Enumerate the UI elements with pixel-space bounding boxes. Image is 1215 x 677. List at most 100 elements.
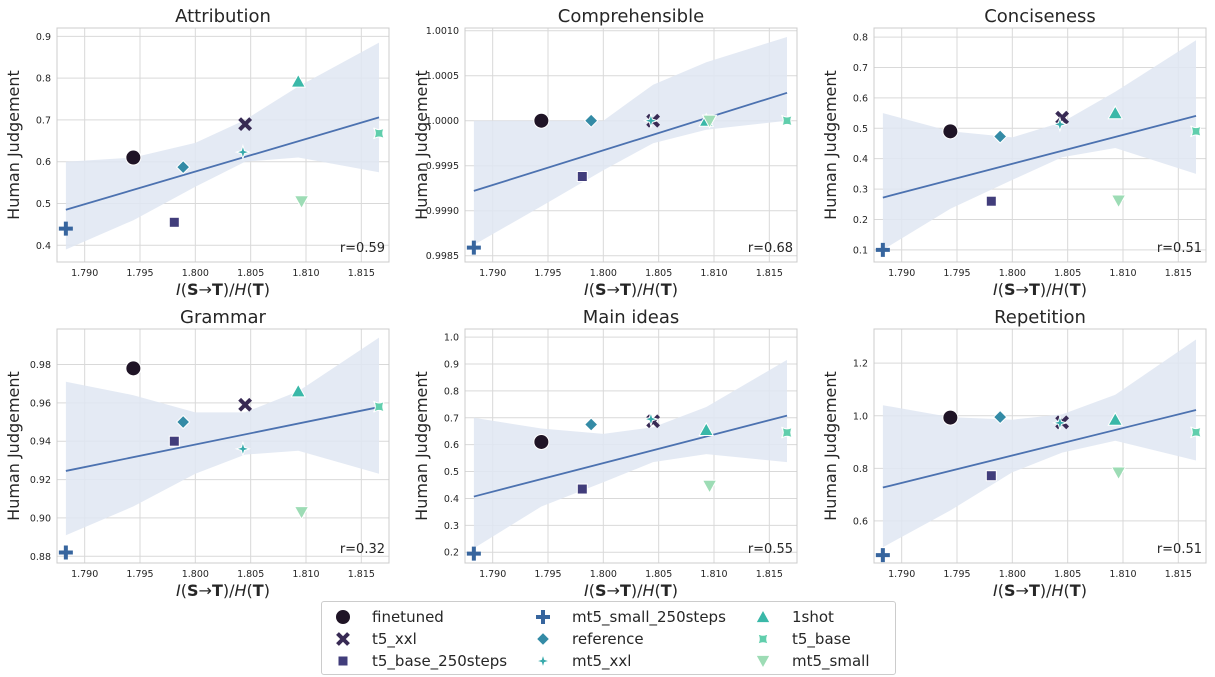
point-1shot	[290, 73, 307, 88]
x-tick-label: 1.815	[348, 268, 375, 279]
x-tick-label: 1.805	[645, 268, 672, 279]
x-tick-label: 1.795	[126, 268, 153, 279]
x-axis-label: I(S→T)/H(T)	[993, 581, 1087, 600]
panel-title: Repetition	[994, 307, 1086, 328]
legend-diamond-icon	[535, 631, 551, 647]
point-mt5_xxl	[234, 440, 252, 458]
x-tick-label: 1.815	[1165, 569, 1192, 580]
y-tick-label: 0.3	[444, 521, 459, 532]
y-tick-label: 0.94	[30, 437, 51, 448]
y-tick-label: 0.6	[444, 440, 459, 451]
point-t5_base_250steps	[168, 435, 180, 447]
y-axis-label: Human Judgement	[821, 70, 840, 220]
x-tick-label: 1.800	[182, 268, 209, 279]
y-tick-label: 0.4	[444, 494, 459, 505]
y-tick-label: 1.0010	[426, 26, 459, 37]
legend-item-t5_base_250steps: t5_base_250steps	[330, 650, 530, 672]
regression-line	[65, 406, 380, 472]
y-tick-label: 1.2	[853, 359, 868, 370]
point-finetuned	[533, 112, 550, 129]
point-mt5_small	[1110, 466, 1127, 481]
legend-label: t5_xxl	[372, 630, 417, 648]
y-tick-label: 0.8	[853, 33, 868, 44]
y-tick-label: 0.92	[30, 475, 51, 486]
point-finetuned	[942, 409, 959, 426]
y-tick-label: 0.2	[853, 215, 868, 226]
point-1shot	[290, 383, 307, 398]
legend-item-t5_base: t5_base	[750, 628, 890, 650]
panel-grammar: 1.790 1.795 1.800 1.805 1.810 1.815 0.88 0.90 0.…	[4, 307, 390, 600]
point-reference	[992, 409, 1008, 425]
x-tick-label: 1.810	[700, 569, 727, 580]
y-axis-label: Human Judgement	[412, 70, 431, 220]
panel-repetition: 1.790 1.795 1.800 1.805 1.810 1.815 0.6 0.8 1.0 1…	[821, 307, 1207, 600]
point-reference	[992, 129, 1008, 144]
x-tick-label: 1.805	[1054, 268, 1081, 279]
confidence-band	[473, 359, 787, 549]
y-tick-label: 1.0	[853, 411, 868, 422]
legend-star4-icon	[534, 652, 552, 670]
legend-marker	[335, 609, 351, 625]
legend-item-mt5_xxl: mt5_xxl	[530, 650, 750, 672]
point-1shot	[1107, 105, 1124, 120]
correlation-annotation: r=0.59	[340, 241, 385, 256]
confidence-band	[882, 339, 1196, 548]
legend-label: mt5_xxl	[572, 652, 632, 670]
legend-item-1shot: 1shot	[750, 606, 890, 628]
point-mt5_small_250steps	[875, 242, 890, 257]
point-reference	[583, 113, 599, 128]
point-mt5_xxl	[642, 112, 660, 129]
y-axis-label: Human Judgement	[821, 371, 840, 521]
regression-line	[473, 91, 788, 192]
panel-title: Attribution	[175, 6, 271, 27]
y-tick-label: 0.5	[853, 124, 868, 135]
axes-frame	[464, 27, 798, 263]
legend-label: t5_base_250steps	[372, 652, 508, 670]
panel-main-ideas: 1.790 1.795 1.800 1.805 1.810 1.815 0.2 0.3 0.4 0…	[412, 307, 798, 600]
legend-plus-icon	[536, 610, 550, 624]
point-1shot	[1107, 411, 1124, 426]
legend-triangle-down-icon	[755, 654, 771, 670]
x-tick-label: 1.805	[645, 569, 672, 580]
y-tick-label: 0.9995	[426, 161, 459, 172]
point-t5_base	[1190, 426, 1202, 439]
legend-item-mt5_small: mt5_small	[750, 650, 890, 672]
point-mt5_small	[1110, 194, 1127, 209]
legend-marker	[755, 608, 771, 624]
x-axis-label: I(S→T)/H(T)	[993, 280, 1087, 299]
confidence-band	[882, 40, 1196, 250]
correlation-annotation: r=0.51	[1157, 241, 1202, 256]
x-tick-label: 1.795	[534, 569, 561, 580]
point-mt5_small	[701, 114, 718, 129]
legend-marker	[534, 652, 552, 670]
y-tick-label: 0.7	[36, 115, 51, 126]
x-tick-label: 1.815	[756, 268, 783, 279]
axes-frame	[56, 328, 390, 564]
legend-label: mt5_small	[792, 652, 870, 670]
point-t5_base_250steps	[985, 195, 997, 207]
x-axis-label: I(S→T)/H(T)	[176, 280, 270, 299]
y-tick-label: 0.90	[30, 513, 51, 524]
y-tick-label: 0.8	[444, 386, 459, 397]
point-mt5_small_250steps	[875, 548, 890, 563]
y-tick-label: 0.5	[444, 467, 459, 478]
point-mt5_xxl	[234, 143, 252, 161]
legend-item-t5_xxl: t5_xxl	[330, 628, 530, 650]
y-tick-label: 0.8	[36, 74, 51, 85]
x-tick-label: 1.790	[888, 268, 915, 279]
legend-x-icon	[336, 632, 350, 646]
y-tick-label: 0.8	[853, 464, 868, 475]
point-t5_base	[781, 426, 793, 439]
point-t5_base	[373, 127, 385, 140]
x-tick-label: 1.795	[943, 569, 970, 580]
legend-label: reference	[572, 630, 644, 648]
correlation-annotation: r=0.55	[748, 542, 793, 557]
panel-title: Main ideas	[583, 307, 680, 328]
point-mt5_small	[701, 479, 718, 494]
x-tick-label: 1.790	[479, 569, 506, 580]
point-mt5_xxl	[1051, 414, 1069, 432]
legend-marker	[755, 654, 771, 670]
point-t5_base	[373, 400, 385, 413]
y-tick-label: 1.0	[444, 333, 459, 344]
x-tick-label: 1.795	[943, 268, 970, 279]
